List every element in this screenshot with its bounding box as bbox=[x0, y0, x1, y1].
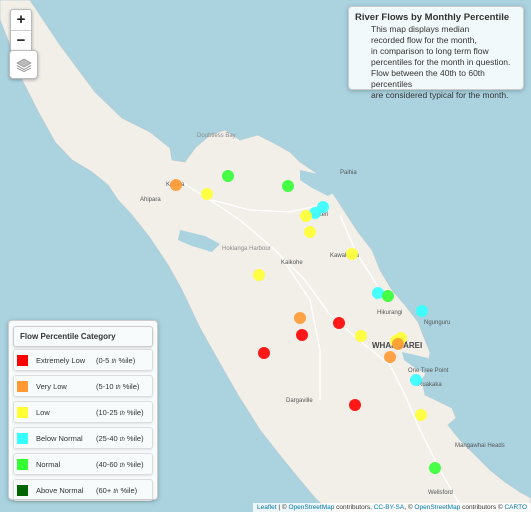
legend-range: (5-10 th %ile) bbox=[96, 382, 139, 391]
legend-item: Normal (40-60 th %ile) bbox=[13, 453, 153, 475]
flow-marker-extremely-low[interactable] bbox=[258, 347, 270, 359]
legend-range-start: (0-5 bbox=[96, 355, 110, 365]
flow-marker-low[interactable] bbox=[253, 269, 265, 281]
attribution-text: , © bbox=[404, 504, 415, 511]
leaflet-link[interactable]: Leaflet bbox=[257, 504, 277, 511]
legend-ile: %ile) bbox=[118, 355, 136, 365]
info-line: percentiles for the month in question. bbox=[371, 57, 511, 67]
whangarei-harbour bbox=[402, 352, 440, 376]
hokianga-harbour bbox=[178, 230, 220, 252]
legend-swatch bbox=[17, 354, 28, 366]
cc-by-sa-link[interactable]: CC-BY-SA bbox=[373, 504, 405, 511]
legend-th: th bbox=[113, 488, 119, 495]
info-line: This map displays median bbox=[371, 24, 470, 34]
flow-marker-very-low[interactable] bbox=[392, 338, 404, 350]
flow-marker-low[interactable] bbox=[304, 226, 316, 238]
info-line: are considered typical for the month. bbox=[371, 90, 509, 100]
attribution-text: contributors © bbox=[460, 504, 505, 511]
legend-range: (10-25 th %ile) bbox=[96, 408, 144, 417]
flow-marker-normal[interactable] bbox=[282, 180, 294, 192]
legend-ile: %ile) bbox=[120, 485, 138, 495]
flow-marker-below-normal[interactable] bbox=[416, 305, 428, 317]
legend-th: th bbox=[115, 384, 121, 391]
info-title: River Flows by Monthly Percentile bbox=[355, 12, 510, 23]
flow-marker-extremely-low[interactable] bbox=[296, 329, 308, 341]
flow-marker-normal[interactable] bbox=[382, 290, 394, 302]
flow-marker-extremely-low[interactable] bbox=[349, 399, 361, 411]
legend-item: Extremely Low (0-5 th %ile) bbox=[13, 349, 153, 371]
legend-swatch bbox=[17, 406, 28, 418]
legend-range-start: (5-10 bbox=[96, 381, 114, 391]
legend-item: Very Low (5-10 th %ile) bbox=[13, 375, 153, 397]
flow-marker-low[interactable] bbox=[346, 248, 358, 260]
flow-marker-extremely-low[interactable] bbox=[333, 317, 345, 329]
legend-ile: %ile) bbox=[122, 381, 140, 391]
legend-th: th bbox=[119, 462, 125, 469]
attribution: Leaflet | © OpenStreetMap contributors, … bbox=[253, 503, 531, 512]
carto-link[interactable]: CARTO bbox=[504, 504, 527, 511]
flow-marker-very-low[interactable] bbox=[384, 351, 396, 363]
attribution-text: contributors, bbox=[334, 504, 374, 511]
flow-marker-below-normal[interactable] bbox=[410, 374, 422, 386]
flow-marker-very-low[interactable] bbox=[294, 312, 306, 324]
legend-range-start: (25-40 bbox=[96, 433, 118, 443]
legend-th: th bbox=[119, 436, 125, 443]
legend-range-start: (60+ bbox=[96, 485, 112, 495]
osm-link[interactable]: OpenStreetMap bbox=[414, 504, 461, 511]
legend-range-start: (40-60 bbox=[96, 459, 118, 469]
legend-ile: %ile) bbox=[126, 433, 144, 443]
flow-marker-low[interactable] bbox=[300, 210, 312, 222]
legend-label: Extremely Low bbox=[36, 355, 86, 365]
attribution-text: | © bbox=[276, 504, 289, 511]
info-line: recorded flow for the month, bbox=[371, 35, 477, 45]
legend-swatch bbox=[17, 432, 28, 444]
legend-title: Flow Percentile Category bbox=[13, 326, 153, 347]
legend-range: (25-40 th %ile) bbox=[96, 434, 144, 443]
legend-range: (60+ th %ile) bbox=[96, 486, 137, 495]
flow-marker-low[interactable] bbox=[201, 188, 213, 200]
legend-item: Low (10-25 th %ile) bbox=[13, 401, 153, 423]
legend-range-start: (10-25 bbox=[96, 407, 118, 417]
osm-link[interactable]: OpenStreetMap bbox=[288, 504, 335, 511]
layers-icon bbox=[15, 58, 32, 72]
layers-button[interactable] bbox=[9, 50, 38, 79]
info-box: River Flows by Monthly Percentile This m… bbox=[348, 6, 524, 100]
legend-ile: %ile) bbox=[126, 459, 144, 469]
legend-label: Below Normal bbox=[36, 433, 83, 443]
legend-th: th bbox=[119, 410, 125, 417]
flow-marker-very-low[interactable] bbox=[170, 179, 182, 191]
legend: Flow Percentile Category Extremely Low (0… bbox=[8, 320, 158, 501]
legend-label: Normal bbox=[36, 459, 61, 469]
bay-of-islands bbox=[300, 170, 338, 196]
legend-ile: %ile) bbox=[126, 407, 144, 417]
zoom-control: + − bbox=[10, 9, 32, 52]
flow-marker-low[interactable] bbox=[415, 409, 427, 421]
legend-item: Below Normal (25-40 th %ile) bbox=[13, 427, 153, 449]
legend-label: Above Normal bbox=[36, 485, 84, 495]
legend-th: th bbox=[111, 358, 117, 365]
legend-range: (0-5 th %ile) bbox=[96, 356, 135, 365]
legend-label: Low bbox=[36, 407, 50, 417]
legend-swatch bbox=[17, 484, 28, 496]
zoom-out-button[interactable]: − bbox=[16, 32, 26, 49]
legend-swatch bbox=[17, 458, 28, 470]
legend-item: Above Normal (60+ th %ile) bbox=[13, 479, 153, 501]
flow-marker-below-normal[interactable] bbox=[372, 287, 384, 299]
info-line: Flow between the 40th to 60th percentile… bbox=[371, 68, 485, 89]
flow-marker-low[interactable] bbox=[355, 330, 367, 342]
flow-marker-normal[interactable] bbox=[222, 170, 234, 182]
info-line: in comparison to long term flow bbox=[371, 46, 489, 56]
legend-swatch bbox=[17, 380, 28, 392]
legend-range: (40-60 th %ile) bbox=[96, 460, 144, 469]
zoom-in-button[interactable]: + bbox=[11, 10, 31, 31]
legend-label: Very Low bbox=[36, 381, 67, 391]
flow-marker-normal[interactable] bbox=[429, 462, 441, 474]
